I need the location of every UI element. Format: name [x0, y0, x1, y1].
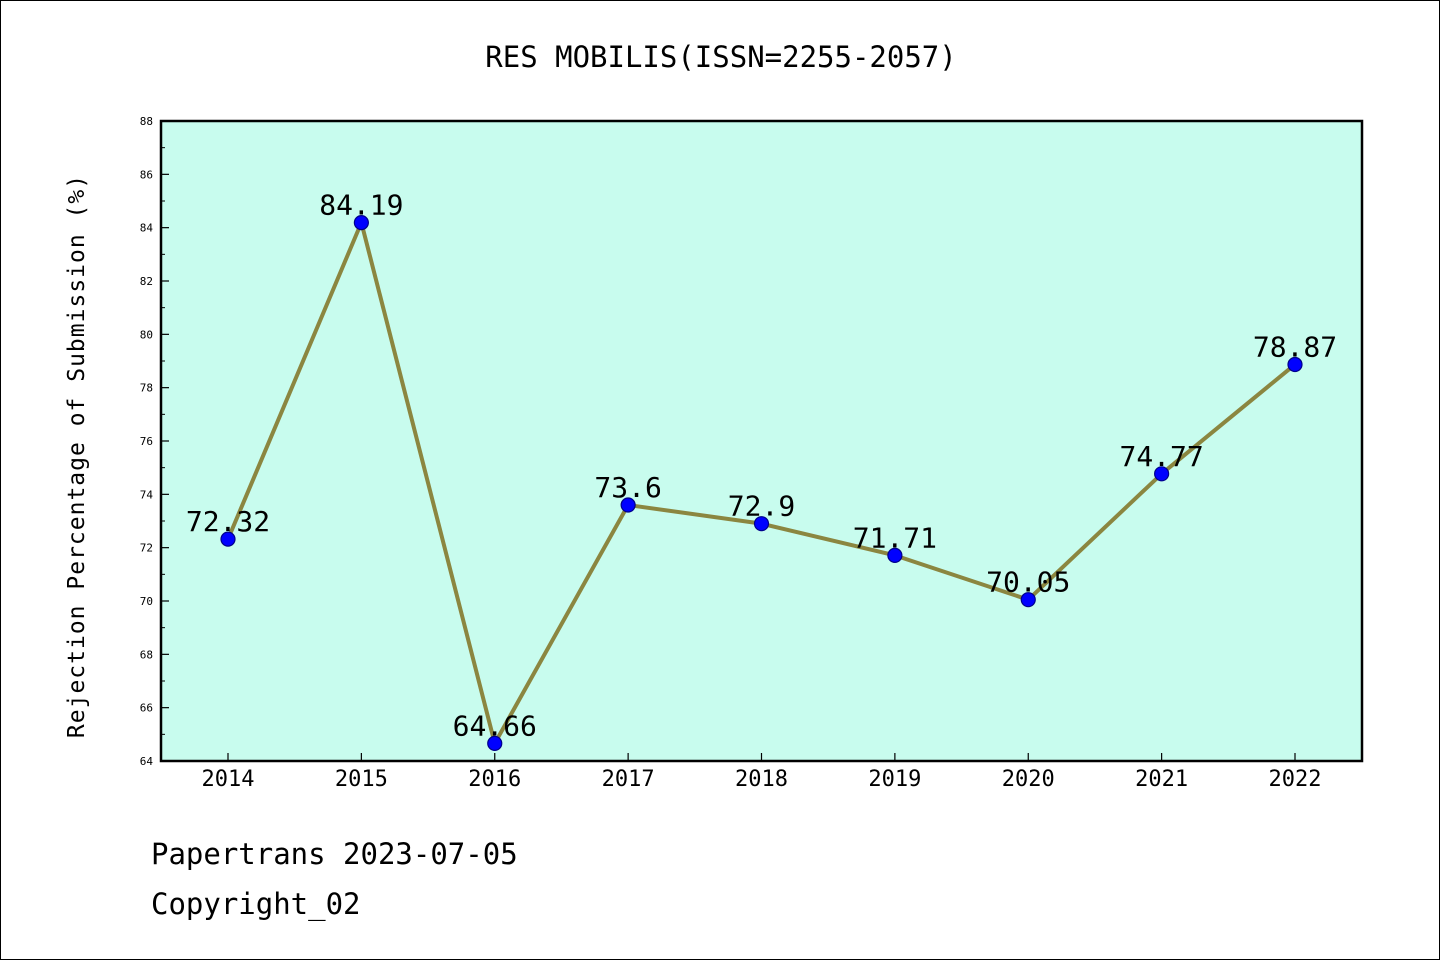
y-tick-label: 78: [140, 382, 153, 395]
y-axis-label: Rejection Percentage of Submission (%): [64, 174, 90, 738]
data-point: [1287, 356, 1303, 373]
data-point: [753, 516, 770, 532]
x-tick-label: 2019: [868, 767, 921, 792]
x-tick-label: 2018: [735, 767, 788, 792]
x-tick-label: 2020: [1002, 767, 1055, 792]
x-tick-label: 2015: [335, 767, 388, 792]
data-point: [353, 215, 369, 231]
y-tick-label: 68: [140, 648, 153, 661]
x-tick-label: 2016: [468, 767, 521, 792]
x-tick-label: 2017: [602, 767, 655, 792]
footer-copyright-text: Copyright_02: [151, 887, 361, 921]
data-label: 71.71: [853, 521, 937, 554]
x-tick-label: 2022: [1269, 767, 1322, 792]
data-point: [887, 547, 903, 564]
y-tick-label: 76: [140, 435, 153, 448]
y-tick-label: 88: [140, 115, 153, 128]
data-label: 74.77: [1119, 440, 1203, 473]
data-label: 72.32: [186, 505, 270, 538]
y-tick-label: 70: [140, 595, 153, 608]
data-point: [620, 497, 636, 513]
x-tick-label: 2014: [202, 767, 255, 792]
y-tick-label: 86: [140, 168, 153, 181]
footer-date-text: Papertrans 2023-07-05: [151, 837, 518, 871]
y-tick-label: 82: [140, 275, 153, 288]
data-label: 84.19: [319, 189, 403, 222]
data-point: [1154, 466, 1170, 482]
data-point: [220, 531, 236, 547]
y-tick-label: 84: [140, 222, 154, 235]
data-label: 70.05: [986, 566, 1070, 599]
data-point: [487, 735, 503, 752]
data-label: 64.66: [453, 709, 537, 742]
y-tick-label: 72: [140, 542, 153, 555]
y-tick-label: 66: [140, 702, 153, 715]
y-tick-label: 74: [140, 488, 154, 501]
chart-title: RES MOBILIS(ISSN=2255-2057): [485, 40, 956, 74]
data-label: 73.6: [594, 471, 661, 504]
x-tick-label: 2021: [1135, 767, 1188, 792]
data-label: 72.9: [728, 490, 795, 523]
plot-border: [159, 119, 1364, 763]
data-point: [1020, 592, 1036, 608]
y-tick-label: 64: [140, 755, 154, 768]
data-label: 78.87: [1253, 330, 1337, 363]
y-tick-label: 80: [140, 328, 153, 341]
